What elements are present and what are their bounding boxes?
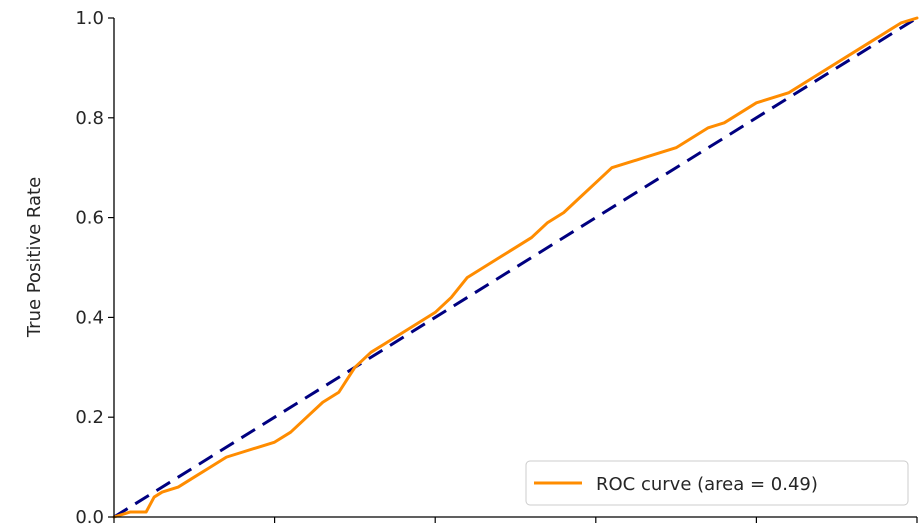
y-tick-label: 1.0	[75, 8, 104, 29]
y-tick-label: 0.8	[75, 108, 104, 129]
legend-frame	[525, 460, 909, 506]
chance-line-series	[113, 16, 918, 519]
legend: ROC curve (area = 0.49)	[525, 460, 909, 506]
axes-layer: 0.0 0.2 0.4 0.6 0.8 1.0	[75, 8, 918, 528]
y-tick-label: 0.2	[75, 407, 104, 428]
legend-label-roc-curve: ROC curve (area = 0.49)	[596, 474, 818, 495]
y-tick-label: 0.0	[75, 507, 104, 528]
roc-curve-series	[112, 16, 919, 519]
y-axis-label: True Positive Rate	[24, 177, 45, 338]
series-layer	[112, 16, 919, 519]
y-tick-label: 0.4	[75, 307, 104, 328]
y-tick-label: 0.6	[75, 208, 104, 229]
